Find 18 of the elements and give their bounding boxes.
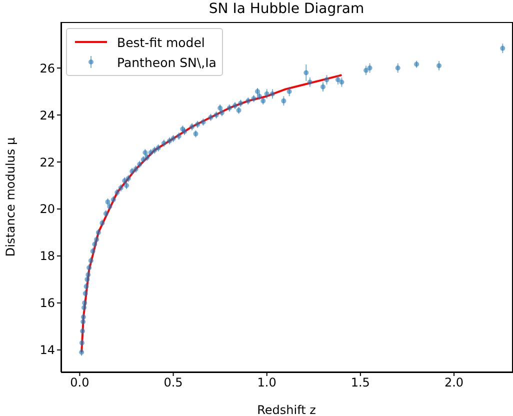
- x-tick-label: 0.0: [70, 376, 90, 390]
- x-tick-label: 1.5: [350, 376, 370, 390]
- legend-label: Best-fit model: [117, 34, 205, 50]
- y-tick-label: 16: [40, 296, 55, 310]
- line-series: [80, 74, 343, 354]
- y-tick-label: 18: [40, 249, 55, 264]
- x-tick-label: 2.0: [444, 376, 464, 390]
- legend-label: Pantheon SN\,Ia: [117, 54, 216, 70]
- x-tick-label: 0.5: [164, 376, 183, 390]
- y-tick-label: 24: [40, 108, 55, 122]
- chart-title: SN Ia Hubble Diagram: [208, 1, 366, 17]
- y-tick-label: 22: [40, 155, 55, 170]
- y-tick-label: 20: [40, 202, 55, 216]
- x-tick-label: 1.0: [257, 376, 276, 390]
- y-tick-label: 14: [40, 343, 55, 358]
- y-axis-title: Distance modulus μ: [3, 137, 18, 257]
- x-axis-title: Redshift z: [257, 403, 316, 416]
- y-tick-label: 26: [40, 61, 55, 76]
